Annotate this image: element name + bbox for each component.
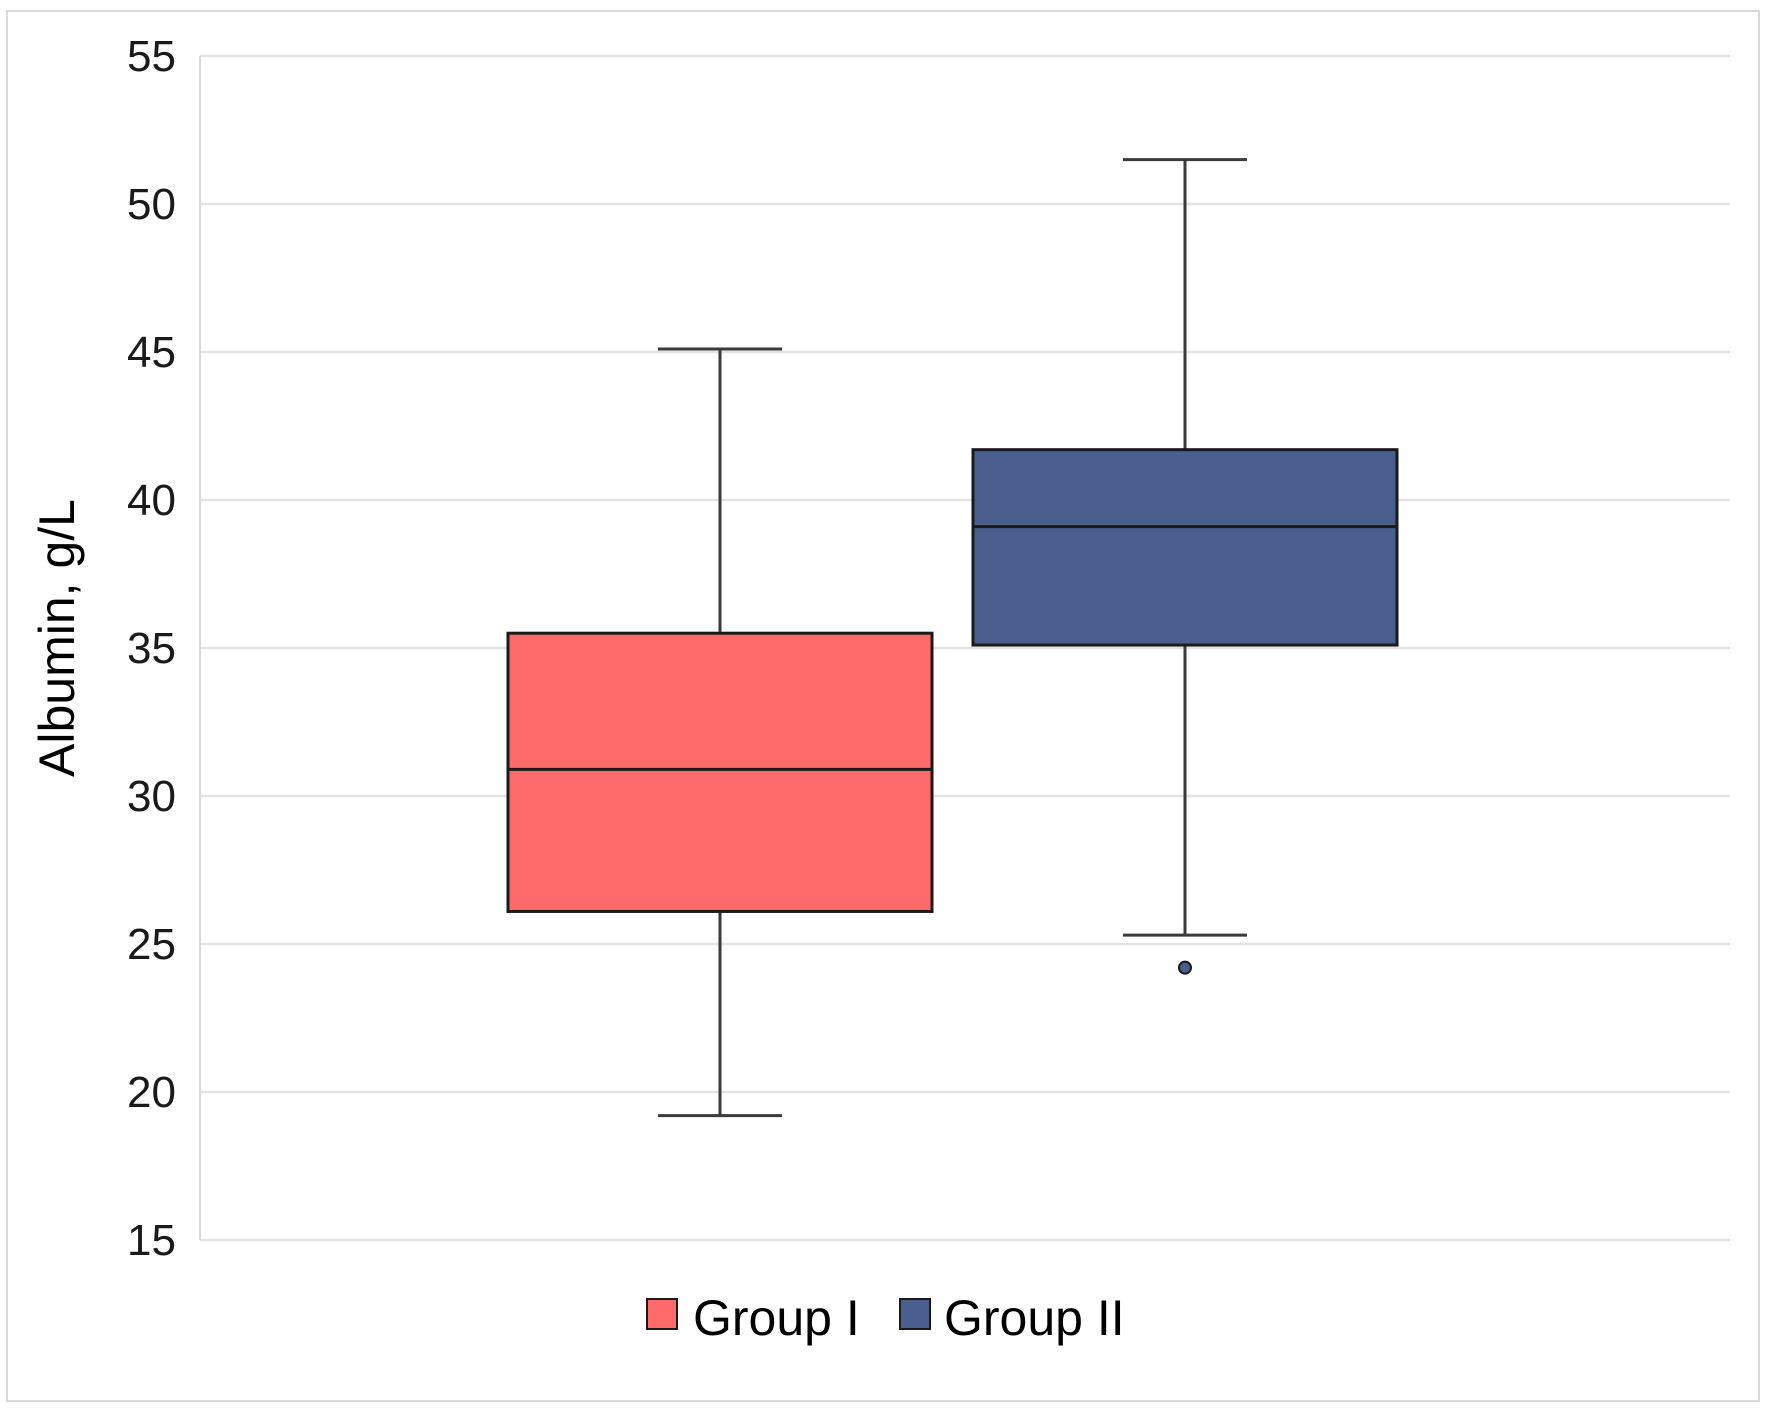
legend-item-group-i: Group I — [646, 1290, 860, 1346]
y-tick-label: 50 — [127, 180, 176, 229]
box-group-i — [506, 347, 934, 1118]
y-tick-label: 15 — [127, 1216, 176, 1265]
legend: Group I Group II — [646, 1290, 1125, 1346]
y-tick-label: 45 — [127, 328, 176, 377]
iqr-box — [506, 631, 934, 913]
box-group-ii — [971, 158, 1399, 975]
boxes — [506, 158, 1399, 1118]
y-tick-label: 40 — [127, 476, 176, 525]
gridlines — [200, 54, 1730, 1242]
y-tick-label: 25 — [127, 920, 176, 969]
y-tick-label: 20 — [127, 1068, 176, 1117]
outlier-point — [1178, 960, 1192, 975]
legend-swatch — [646, 1298, 678, 1330]
y-tick-label: 35 — [127, 624, 176, 673]
legend-label: Group I — [693, 1290, 860, 1346]
y-tick-label: 55 — [127, 32, 176, 81]
y-tick-label: 30 — [127, 772, 176, 821]
legend-item-group-ii: Group II — [899, 1290, 1125, 1346]
legend-swatch — [899, 1298, 931, 1330]
y-axis-tick-labels: 15 20 25 30 35 40 45 50 55 — [127, 32, 176, 1265]
y-axis-title: Albumin, g/L — [29, 499, 85, 777]
legend-label: Group II — [944, 1290, 1125, 1346]
iqr-box — [971, 448, 1399, 647]
